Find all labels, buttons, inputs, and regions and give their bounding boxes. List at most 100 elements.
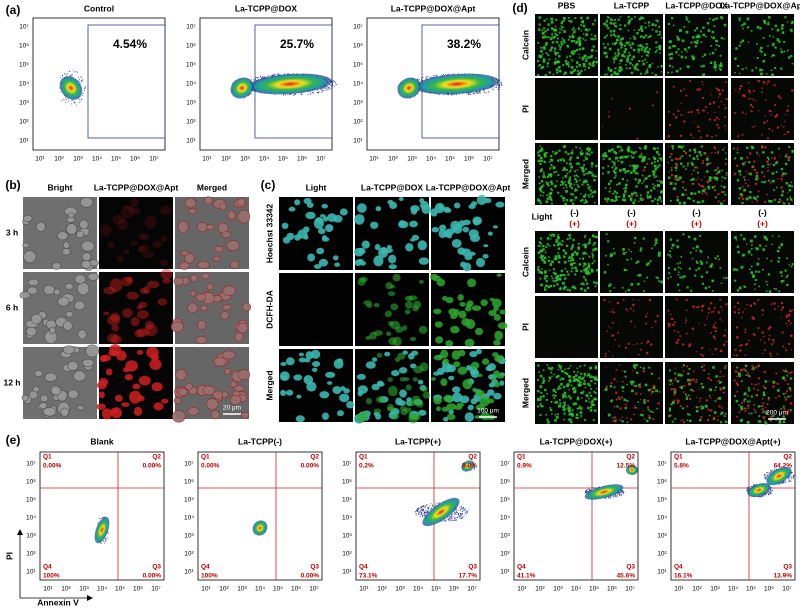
cell <box>639 393 642 395</box>
micrograph <box>600 362 663 424</box>
cell <box>624 403 627 406</box>
cell <box>30 313 43 325</box>
cell <box>619 419 621 421</box>
cell <box>537 198 540 202</box>
cell <box>636 31 639 35</box>
event-dot <box>498 87 499 88</box>
cell <box>549 37 553 41</box>
cell <box>671 174 674 177</box>
cell <box>671 383 674 385</box>
cell <box>441 406 450 412</box>
cell <box>680 420 682 422</box>
event-dot <box>472 93 474 95</box>
row-label: 6 h <box>6 302 18 312</box>
cell <box>715 386 717 389</box>
cell <box>685 168 687 170</box>
cell <box>570 420 573 424</box>
cell <box>375 413 382 420</box>
cell <box>772 339 775 342</box>
cell <box>581 391 584 394</box>
cell <box>755 235 757 238</box>
cell <box>768 290 772 293</box>
cell <box>77 282 90 296</box>
cell <box>606 21 608 23</box>
cell <box>696 155 699 158</box>
cell <box>691 55 694 58</box>
row-label: Calcein <box>520 30 530 60</box>
cell <box>570 51 574 54</box>
cell <box>754 278 757 282</box>
cell <box>681 39 685 43</box>
cell <box>562 396 565 399</box>
cell <box>735 89 737 91</box>
cell <box>667 309 670 312</box>
cell <box>499 380 505 386</box>
cell <box>616 145 620 149</box>
cell <box>566 288 569 291</box>
cell <box>671 159 673 162</box>
cell <box>558 66 561 69</box>
cell <box>784 16 787 19</box>
cell <box>696 262 699 264</box>
cell <box>543 261 547 264</box>
cell <box>595 50 598 52</box>
light-on: (+) <box>626 218 637 228</box>
cell <box>643 418 646 420</box>
cell <box>99 224 112 236</box>
cell <box>365 361 376 369</box>
cell <box>448 409 454 415</box>
cell <box>582 265 585 268</box>
cell <box>642 46 645 49</box>
cell <box>332 386 342 395</box>
cell <box>620 160 624 164</box>
cell <box>656 49 658 52</box>
cell <box>642 169 645 172</box>
cell <box>721 180 723 182</box>
cell <box>550 188 552 190</box>
cell <box>593 242 596 245</box>
cell <box>464 412 474 422</box>
cell <box>562 177 564 179</box>
cell <box>551 277 554 280</box>
cell <box>538 182 541 185</box>
cell <box>557 278 560 281</box>
cell <box>234 384 245 392</box>
event-dot <box>253 79 254 81</box>
cell <box>761 171 764 174</box>
cell <box>73 370 86 382</box>
cell <box>551 183 554 186</box>
event-dot <box>66 74 68 76</box>
cell <box>616 405 619 408</box>
cell <box>552 73 554 76</box>
cell <box>689 384 692 386</box>
cell <box>611 148 614 150</box>
cell <box>676 176 679 179</box>
cell <box>713 61 717 64</box>
cell <box>581 21 584 24</box>
event-dot <box>323 87 325 89</box>
cell <box>548 36 550 38</box>
cell <box>701 179 703 181</box>
cell <box>550 17 554 21</box>
cell <box>571 267 574 270</box>
event-dot <box>272 74 274 76</box>
cell <box>562 281 565 285</box>
x-tick-label: 10⁷ <box>483 156 493 163</box>
cell <box>614 52 617 55</box>
cell <box>618 66 622 70</box>
cell <box>546 399 549 401</box>
cell <box>558 399 561 401</box>
cell <box>576 169 579 171</box>
cell <box>387 321 394 326</box>
cell <box>715 168 718 171</box>
cell <box>110 312 120 322</box>
cell <box>680 387 683 390</box>
light-off: (-) <box>627 207 636 217</box>
cell <box>130 316 140 327</box>
cell <box>552 166 556 169</box>
cell <box>584 156 587 158</box>
cell <box>627 149 631 153</box>
cell <box>578 40 581 43</box>
cell <box>656 160 659 163</box>
cell <box>788 313 791 316</box>
